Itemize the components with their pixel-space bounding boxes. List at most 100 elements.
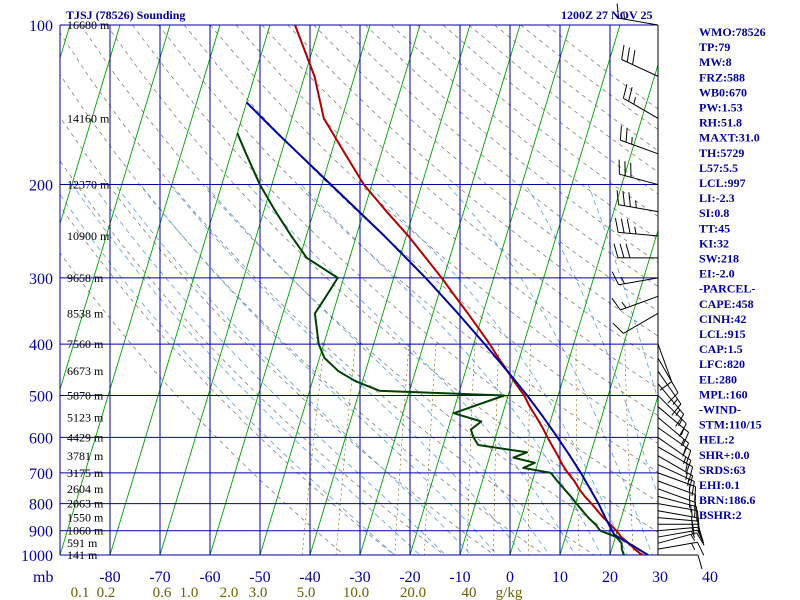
wind-barb-staff: [618, 277, 659, 286]
wind-barb-staff: [657, 446, 693, 468]
wind-barb: [657, 357, 679, 404]
chart-time: 1200Z 27 NOV 25: [561, 8, 652, 22]
index-value: TP:79: [699, 40, 730, 54]
mixing-ratio-label: 5.0: [297, 585, 316, 600]
mixing-ratio-line: [575, 344, 580, 555]
index-value: EL:280: [699, 372, 737, 386]
wind-barb-flag: [626, 219, 631, 234]
height-label: 2063 m: [67, 497, 104, 511]
height-label: 1550 m: [67, 511, 104, 525]
background-lines: [60, 25, 658, 555]
wind-barb-flag: [694, 494, 697, 510]
wind-barb: [657, 417, 690, 457]
mixing-ratio-label: 40: [462, 585, 477, 600]
moist-adiabat: [447, 184, 653, 555]
wind-barb: [611, 271, 659, 286]
pressure-tick-label: 500: [29, 388, 53, 405]
wind-barb-flag: [625, 127, 628, 143]
isotherm: [109, 25, 271, 555]
isotherm: [159, 25, 321, 555]
wind-barb-staff: [619, 173, 659, 186]
pressure-tick-label: 600: [29, 430, 53, 447]
wind-barb-flag: [659, 381, 672, 391]
wind-barb-staff: [657, 488, 696, 503]
wind-barb-half-flag: [691, 527, 695, 535]
wind-barb: [618, 159, 659, 186]
wind-barb-flag: [628, 87, 633, 102]
moist-adiabat: [300, 184, 602, 555]
wind-barb: [657, 480, 697, 510]
wind-barb-half-flag: [688, 500, 691, 508]
wind-barb: [612, 312, 659, 334]
isotherm: [609, 394, 658, 555]
index-value: KI:32: [699, 236, 729, 250]
wind-barb: [613, 243, 659, 259]
index-value: SHR+:0.0: [699, 448, 750, 462]
wind-barb-half-flag: [685, 472, 688, 481]
wind-barb-staff: [618, 204, 659, 213]
wind-barb-flag: [694, 502, 697, 518]
wind-barb-staff: [657, 357, 679, 393]
wind-barb-staff: [657, 495, 697, 508]
isotherm: [359, 25, 521, 555]
index-value: SRDS:63: [699, 463, 746, 477]
wind-barb-half-flag: [688, 492, 691, 500]
mixing-ratio-label: 0.1: [71, 585, 90, 600]
index-value: LCL:997: [699, 176, 746, 190]
mixing-ratio-line: [493, 344, 500, 555]
index-value: WB0:670: [699, 85, 747, 99]
index-value: HEL:2: [699, 433, 734, 447]
wind-barb-staff: [621, 59, 659, 77]
wind-barb-flag: [696, 517, 700, 533]
moist-adiabat: [140, 184, 498, 555]
wind-barb: [657, 395, 687, 437]
isotherm: [60, 25, 121, 226]
parcel-profile: [245, 101, 649, 555]
wind-barb-flag: [691, 481, 695, 496]
wind-barb-flag: [614, 218, 619, 233]
wind-barb-flag: [685, 460, 692, 475]
mixing-ratio-label: 10.0: [343, 585, 369, 600]
wind-barb: [657, 370, 682, 416]
index-value: BSHR:2: [699, 508, 742, 522]
wind-barb-half-flag: [691, 530, 696, 538]
wind-barb-half-flag: [691, 516, 693, 524]
height-label: 3781 m: [67, 449, 104, 463]
moist-adiabat: [247, 184, 576, 555]
wind-barb-staff: [618, 17, 659, 26]
wind-barb-flag: [696, 532, 705, 546]
height-label: 5870 m: [67, 388, 104, 402]
mixing-ratio-line: [424, 344, 437, 555]
dewpoint-profile: [236, 132, 626, 555]
index-value: EHI:0.1: [699, 478, 740, 492]
pressure-tick-label: 800: [29, 497, 53, 514]
pressure-tick-label: 100: [29, 18, 53, 35]
wind-barb-half-flag: [680, 439, 685, 447]
isotherm: [309, 25, 471, 555]
mixing-ratio-line: [335, 344, 356, 555]
dry-adiabat: [60, 205, 395, 555]
index-value: EI:-2.0: [699, 267, 735, 281]
mixing-ratio-label: g/kg: [496, 585, 523, 600]
wind-barb-flag: [696, 541, 705, 556]
pressure-tick-label: 1000: [21, 548, 53, 565]
wind-barb-half-flag: [690, 534, 696, 541]
wind-barb-staff: [657, 370, 682, 405]
temperature-tick-label: 30: [652, 569, 668, 586]
wind-barb: [657, 488, 697, 518]
index-value: RH:51.8: [699, 116, 742, 130]
temperature-tick-label: -20: [399, 569, 420, 586]
mixing-ratio-line: [394, 344, 410, 555]
mixing-ratio-line: [466, 344, 476, 555]
mixing-ratio-line: [301, 344, 325, 555]
wind-barb-staff: [657, 529, 698, 538]
wind-barb: [658, 554, 703, 570]
wind-barb-staff: [657, 395, 687, 425]
wind-barb-half-flag: [623, 11, 625, 20]
wind-barb: [611, 295, 659, 311]
wind-barb-flag: [628, 192, 631, 207]
wind-barb-flag: [667, 392, 679, 404]
dry-adiabat: [60, 73, 546, 555]
moist-adiabat: [525, 184, 658, 497]
